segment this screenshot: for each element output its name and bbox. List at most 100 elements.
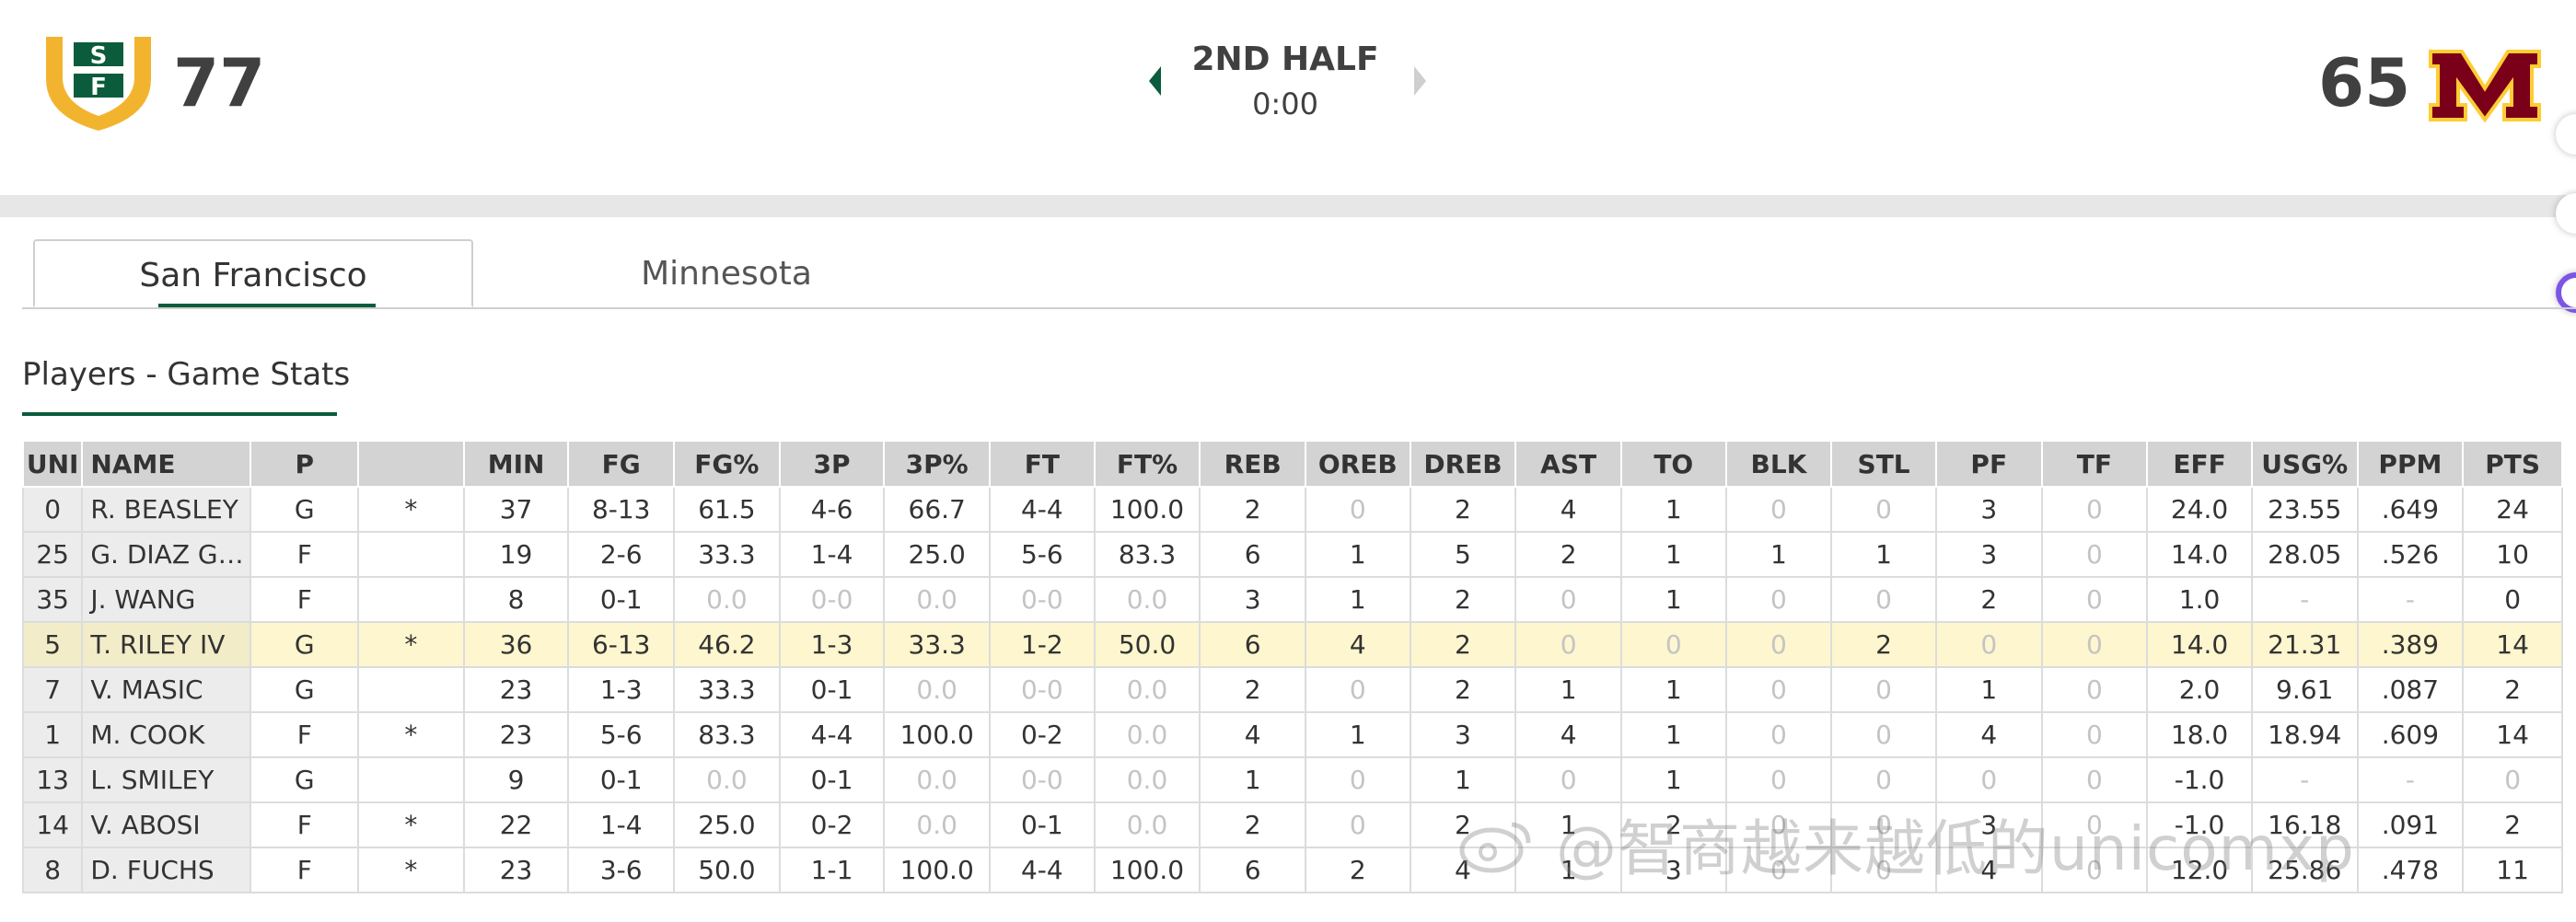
stat-cell: 0 <box>1830 847 1937 893</box>
floating-assistant-icon[interactable] <box>2556 272 2576 313</box>
stat-cell: .389 <box>2356 621 2465 668</box>
column-header-0[interactable]: UNI <box>21 440 84 488</box>
column-header-7[interactable]: 3P <box>778 440 886 488</box>
column-header-17[interactable]: STL <box>1830 440 1937 488</box>
stat-cell: 0 <box>2040 847 2149 893</box>
stat-cell: 0 <box>1514 756 1622 803</box>
stat-cell: 0 <box>2462 576 2563 623</box>
tab-san-francisco[interactable]: San Francisco <box>33 239 473 307</box>
previous-period-arrow-icon[interactable] <box>1149 66 1161 96</box>
stat-cell: 2-6 <box>567 531 676 578</box>
stat-cell: 0.0 <box>673 756 781 803</box>
stat-cell: 2 <box>1199 666 1306 713</box>
stat-cell: 4-4 <box>989 847 1096 893</box>
stat-cell: 4-4 <box>989 486 1096 533</box>
stat-cell: 1-2 <box>989 621 1096 668</box>
stat-cell: 0 <box>1934 756 2043 803</box>
player-name-cell[interactable]: J. WANG <box>81 576 252 623</box>
stat-cell: G <box>249 756 360 803</box>
stat-cell: 4 <box>1409 847 1517 893</box>
stat-cell: 0 <box>1934 621 2043 668</box>
table-row[interactable]: 7 V. MASIC G 23 1-3 33.3 0-1 0.0 0-0 0.0 2 0 2 1 1 0 0 1 0… <box>21 666 2563 713</box>
stat-cell: 10 <box>2462 531 2563 578</box>
stat-cell: .609 <box>2356 711 2465 758</box>
stat-cell: - <box>2356 576 2465 623</box>
stat-cell: 0 <box>2040 576 2149 623</box>
stat-cell: 0 <box>1619 621 1727 668</box>
stat-cell: 3 <box>1934 801 2043 848</box>
column-header-5[interactable]: FG <box>567 440 676 488</box>
column-header-15[interactable]: TO <box>1619 440 1727 488</box>
column-header-4[interactable]: MIN <box>462 440 570 488</box>
column-header-12[interactable]: OREB <box>1304 440 1411 488</box>
column-header-14[interactable]: AST <box>1514 440 1622 488</box>
column-header-22[interactable]: PPM <box>2356 440 2465 488</box>
stat-cell: 2 <box>1409 576 1517 623</box>
usf-logo-s: S <box>90 42 108 70</box>
tab-minnesota[interactable]: Minnesota <box>482 239 970 307</box>
next-period-arrow-icon[interactable] <box>1414 66 1426 96</box>
stat-cell: 0-1 <box>778 756 886 803</box>
table-row[interactable]: 5 T. RILEY IV G * 36 6-13 46.2 1-3 33.3 1-2 50.0 6 4… <box>21 621 2563 668</box>
column-header-3[interactable] <box>357 440 465 488</box>
floating-tool-icon[interactable] <box>2556 193 2576 234</box>
stat-cell: 1 <box>1619 711 1727 758</box>
player-name-cell[interactable]: M. COOK <box>81 711 252 758</box>
usf-dons-logo[interactable]: S F <box>42 33 155 134</box>
stat-cell: 5-6 <box>567 711 676 758</box>
stat-cell: 0 <box>1724 756 1833 803</box>
stat-cell: 0 <box>1514 621 1622 668</box>
column-header-8[interactable]: 3P% <box>883 440 992 488</box>
stat-cell: 3 <box>1934 531 2043 578</box>
player-name-cell[interactable]: V. MASIC <box>81 666 252 713</box>
table-row[interactable]: 1 M. COOK F * 23 5-6 83.3 4-4 100.0 0-2 0.0 4 1 3 4 1 0 0… <box>21 711 2563 758</box>
stat-cell: 37 <box>462 486 570 533</box>
stat-cell: 61.5 <box>673 486 781 533</box>
table-row[interactable]: 0 R. BEASLEY G * 37 8-13 61.5 4-6 66.7 4-4 100.0 2 0… <box>21 486 2563 533</box>
stat-cell: 8-13 <box>567 486 676 533</box>
column-header-6[interactable]: FG% <box>673 440 781 488</box>
column-header-18[interactable]: PF <box>1934 440 2043 488</box>
table-row[interactable]: 14 V. ABOSI F * 22 1-4 25.0 0-2 0.0 0-1 0.0 2 0 2 1 2 0 0… <box>21 801 2563 848</box>
floating-share-icon[interactable] <box>2556 114 2576 155</box>
stat-cell: F <box>249 847 360 893</box>
stat-cell: 4 <box>1934 847 2043 893</box>
column-header-2[interactable]: P <box>249 440 360 488</box>
stat-cell: 18.0 <box>2146 711 2253 758</box>
stat-cell: 0.0 <box>1093 711 1201 758</box>
column-header-9[interactable]: FT <box>989 440 1096 488</box>
column-header-16[interactable]: BLK <box>1724 440 1833 488</box>
minnesota-gophers-logo[interactable] <box>2427 48 2543 123</box>
player-name-cell[interactable]: D. FUCHS <box>81 847 252 893</box>
column-header-23[interactable]: PTS <box>2462 440 2563 488</box>
table-row[interactable]: 8 D. FUCHS F * 23 3-6 50.0 1-1 100.0 4-4 100.0 6 2 4 1… <box>21 847 2563 893</box>
player-name-cell[interactable]: R. BEASLEY <box>81 486 252 533</box>
column-header-20[interactable]: EFF <box>2146 440 2253 488</box>
column-header-19[interactable]: TF <box>2040 440 2149 488</box>
column-header-13[interactable]: DREB <box>1409 440 1517 488</box>
table-row[interactable]: 25 G. DIAZ GR... F 19 2-6 33.3 1-4 25.0 5-6 83.3 6… <box>21 531 2563 578</box>
stat-cell: 4 <box>1514 486 1622 533</box>
stat-cell: G <box>249 486 360 533</box>
stat-cell: G <box>249 666 360 713</box>
player-name-cell[interactable]: L. SMILEY <box>81 756 252 803</box>
column-header-1[interactable]: NAME <box>81 440 252 488</box>
stat-cell: .526 <box>2356 531 2465 578</box>
tab-san-francisco-label: San Francisco <box>139 257 367 294</box>
column-header-10[interactable]: FT% <box>1093 440 1201 488</box>
stat-cell: 1 <box>1514 847 1622 893</box>
table-row[interactable]: 35 J. WANG F 8 0-1 0.0 0-0 0.0 0-0 0.0 3 1 2 0 1 0 0 2 0 1.… <box>21 576 2563 623</box>
table-row[interactable]: 13 L. SMILEY G 9 0-1 0.0 0-1 0.0 0-0 0.0 1 0 1 0 1 0 0 0 0… <box>21 756 2563 803</box>
stat-cell: - <box>2250 756 2359 803</box>
player-name-cell[interactable]: T. RILEY IV <box>81 621 252 668</box>
jersey-number-cell: 13 <box>21 756 84 803</box>
column-header-11[interactable]: REB <box>1199 440 1306 488</box>
period-label: 2ND HALF <box>1191 40 1379 78</box>
player-name-cell[interactable]: G. DIAZ GR... <box>81 531 252 578</box>
stat-cell: 100.0 <box>883 847 992 893</box>
stat-cell: 3 <box>1199 576 1306 623</box>
player-name-cell[interactable]: V. ABOSI <box>81 801 252 848</box>
stat-cell: 24 <box>2462 486 2563 533</box>
column-header-21[interactable]: USG% <box>2250 440 2359 488</box>
header-divider-band <box>0 195 2576 217</box>
